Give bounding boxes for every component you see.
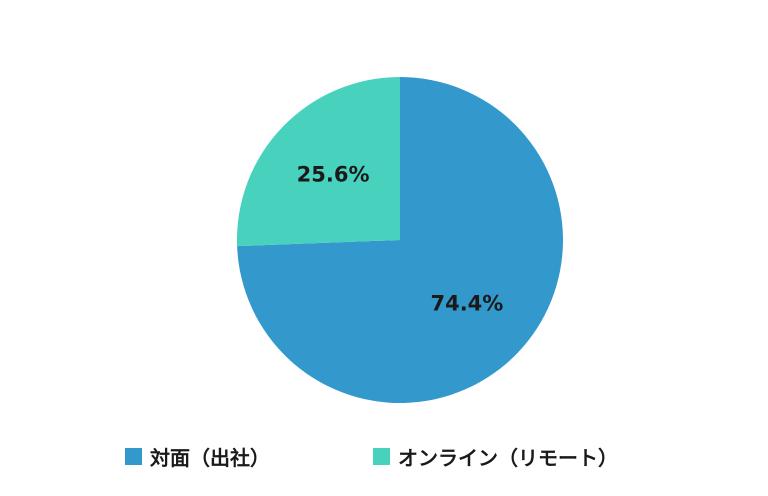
pie-slice-face-to-face	[237, 77, 563, 404]
pie-slice-online	[237, 77, 400, 247]
legend-item-face-to-face: 対面（出社）	[125, 436, 270, 476]
slice-label-online: 25.6%	[297, 163, 370, 187]
legend-label-online: オンライン（リモート）	[398, 445, 618, 470]
legend-swatch-online	[373, 447, 390, 465]
slice-label-face-to-face: 74.4%	[430, 291, 503, 315]
legend-swatch-face-to-face	[125, 447, 142, 465]
chart-legend: 対面（出社） オンライン（リモート）	[0, 436, 768, 476]
pie-chart-svg: 74.4% 25.6%	[237, 77, 563, 404]
legend-label-face-to-face: 対面（出社）	[150, 445, 270, 470]
legend-item-online: オンライン（リモート）	[373, 436, 618, 476]
